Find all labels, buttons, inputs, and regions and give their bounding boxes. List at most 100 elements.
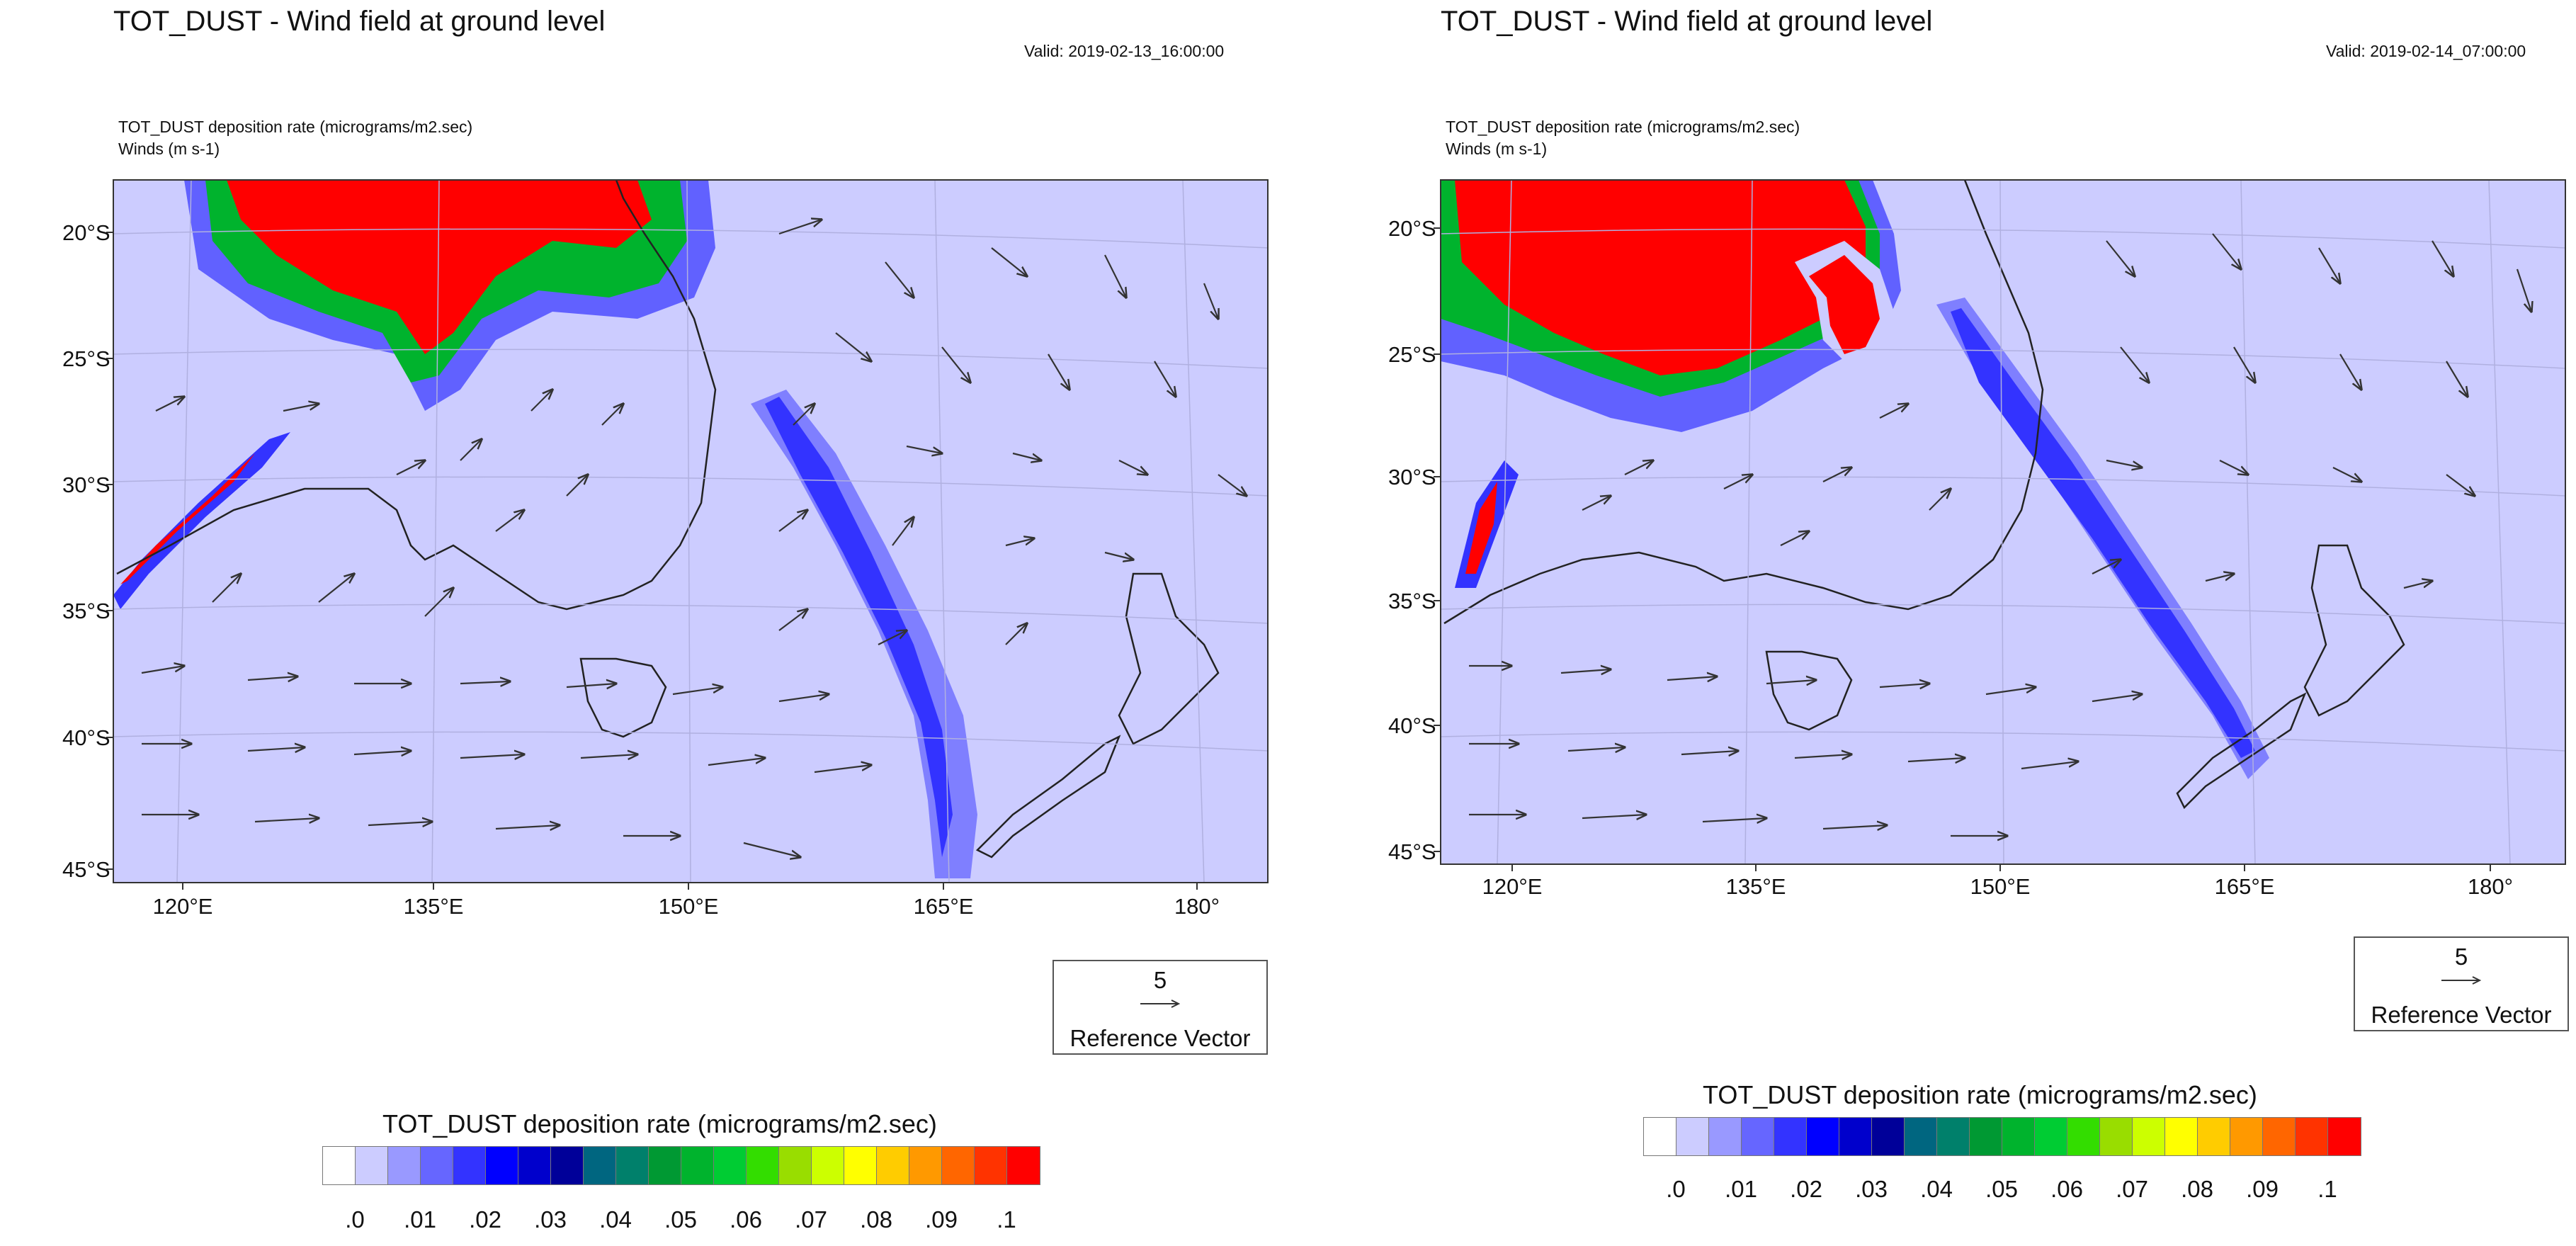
- colorbar-swatch: [1872, 1118, 1905, 1155]
- colorbar-swatch: [779, 1147, 812, 1184]
- colorbar-tick-label: .09: [925, 1206, 958, 1233]
- colorbar-swatch: [518, 1147, 551, 1184]
- reference-arrow-icon: [1140, 999, 1181, 1008]
- colorbar-swatch: [975, 1147, 1007, 1184]
- reference-arrow-icon: [2441, 976, 2482, 985]
- winds-subtitle: Winds (m s-1): [1446, 140, 1548, 158]
- reference-vector-magnitude: 5: [2454, 944, 2468, 970]
- colorbar-swatch: [909, 1147, 942, 1184]
- lon-label: 120°E: [153, 894, 213, 914]
- lat-label: 20°S: [1388, 216, 1436, 241]
- colorbar-tick-label: .02: [1790, 1176, 1822, 1202]
- valid-time: Valid: 2019-02-14_07:00:00: [2326, 42, 2526, 60]
- lon-label: 180°: [1174, 894, 1220, 914]
- colorbar-swatch: [1644, 1118, 1676, 1155]
- colorbar-swatch: [844, 1147, 877, 1184]
- colorbar-swatch: [616, 1147, 649, 1184]
- field-subtitle: TOT_DUST deposition rate (micrograms/m2.…: [1446, 118, 1800, 136]
- colorbar-swatch: [2133, 1118, 2165, 1155]
- colorbar-swatch: [2328, 1118, 2361, 1155]
- colorbar-swatch: [2002, 1118, 2035, 1155]
- lon-label: 165°E: [914, 894, 974, 914]
- colorbar-swatch: [323, 1147, 356, 1184]
- colorbar-swatch: [714, 1147, 747, 1184]
- colorbar-swatch: [2035, 1118, 2067, 1155]
- lat-label: 30°S: [62, 472, 110, 497]
- colorbar-swatch: [1905, 1118, 1937, 1155]
- colorbar-tick-label: .1: [997, 1206, 1016, 1233]
- colorbar-tick-label: .1: [2317, 1176, 2337, 1202]
- colorbar: [1643, 1117, 2361, 1156]
- lon-label: 120°E: [1482, 874, 1543, 899]
- colorbar-swatch: [1937, 1118, 1970, 1155]
- colorbar-swatch: [1709, 1118, 1742, 1155]
- colorbar-tick-label: .07: [795, 1206, 827, 1233]
- colorbar-swatch: [453, 1147, 486, 1184]
- lon-label: 135°E: [404, 894, 464, 914]
- lat-label: 45°S: [62, 857, 110, 882]
- colorbar-swatch: [2067, 1118, 2100, 1155]
- lon-label: 150°E: [659, 894, 719, 914]
- colorbar-tick-label: .03: [1855, 1176, 1888, 1202]
- panel-right: TOT_DUST - Wind field at ground level Va…: [1327, 0, 2576, 1246]
- colorbar-tick-label: .0: [1666, 1176, 1686, 1202]
- lon-label: 165°E: [2215, 874, 2275, 899]
- colorbar-swatch: [421, 1147, 453, 1184]
- lat-label: 40°S: [1388, 713, 1436, 738]
- colorbar-swatch: [584, 1147, 616, 1184]
- lat-label: 45°S: [1388, 839, 1436, 864]
- colorbar-swatch: [747, 1147, 779, 1184]
- colorbar-tick-label: .05: [664, 1206, 697, 1233]
- reference-vector-label: Reference Vector: [2371, 1002, 2552, 1028]
- colorbar-tick-label: .06: [730, 1206, 762, 1233]
- lon-label: 135°E: [1726, 874, 1786, 899]
- colorbar: [322, 1146, 1040, 1185]
- lat-label: 40°S: [62, 725, 110, 750]
- colorbar-title: TOT_DUST deposition rate (micrograms/m2.…: [1703, 1080, 2257, 1109]
- colorbar-swatch: [649, 1147, 681, 1184]
- colorbar-swatch: [1774, 1118, 1807, 1155]
- colorbar-swatch: [942, 1147, 975, 1184]
- winds-subtitle: Winds (m s-1): [118, 140, 220, 158]
- colorbar-swatch: [551, 1147, 584, 1184]
- lat-label: 25°S: [1388, 342, 1436, 367]
- panel-left: TOT_DUST - Wind field at ground level Va…: [0, 0, 1275, 1246]
- colorbar-swatch: [486, 1147, 518, 1184]
- reference-vector-box: 5 Reference Vector: [2354, 936, 2569, 1031]
- colorbar-title: TOT_DUST deposition rate (micrograms/m2.…: [382, 1109, 937, 1138]
- colorbar-tick-label: .06: [2050, 1176, 2083, 1202]
- colorbar-swatch: [1970, 1118, 2002, 1155]
- colorbar-swatch: [1807, 1118, 1839, 1155]
- colorbar-swatch: [2100, 1118, 2133, 1155]
- colorbar-tick-label: .02: [469, 1206, 501, 1233]
- reference-vector-box: 5 Reference Vector: [1052, 960, 1268, 1055]
- colorbar-tick-label: .05: [1985, 1176, 2018, 1202]
- colorbar-tick-label: .07: [2116, 1176, 2148, 1202]
- reference-vector-label: Reference Vector: [1069, 1025, 1251, 1051]
- colorbar-swatch: [1007, 1147, 1040, 1184]
- colorbar-tick-label: .03: [534, 1206, 567, 1233]
- map-title: TOT_DUST - Wind field at ground level: [1441, 6, 1933, 37]
- colorbar-swatch: [2165, 1118, 2198, 1155]
- colorbar-swatch: [356, 1147, 388, 1184]
- colorbar-swatch: [1839, 1118, 1872, 1155]
- reference-vector-magnitude: 5: [1153, 967, 1167, 993]
- map-title: TOT_DUST - Wind field at ground level: [113, 6, 606, 37]
- colorbar-swatch: [1676, 1118, 1709, 1155]
- colorbar-tick-label: .08: [860, 1206, 892, 1233]
- high-dust-region: [227, 180, 652, 354]
- colorbar-swatch: [2198, 1118, 2230, 1155]
- lat-label: 30°S: [1388, 465, 1436, 489]
- valid-time: Valid: 2019-02-13_16:00:00: [1024, 42, 1225, 60]
- colorbar-swatch: [812, 1147, 844, 1184]
- dust-map: 20°S 25°S 30°S 35°S 40°S 45°S 120°E 135°…: [1388, 179, 2566, 899]
- colorbar-tick-label: .01: [1725, 1176, 1757, 1202]
- lat-label: 35°S: [1388, 589, 1436, 613]
- dust-map: 20°S 25°S 30°S 35°S 40°S 45°S 120°E 135°…: [62, 179, 1269, 914]
- colorbar-swatch: [2263, 1118, 2296, 1155]
- colorbar-tick-label: .01: [404, 1206, 436, 1233]
- lat-label: 25°S: [62, 346, 110, 371]
- field-subtitle: TOT_DUST deposition rate (micrograms/m2.…: [118, 118, 473, 136]
- colorbar-swatch: [388, 1147, 421, 1184]
- colorbar-tick-label: .04: [1920, 1176, 1953, 1202]
